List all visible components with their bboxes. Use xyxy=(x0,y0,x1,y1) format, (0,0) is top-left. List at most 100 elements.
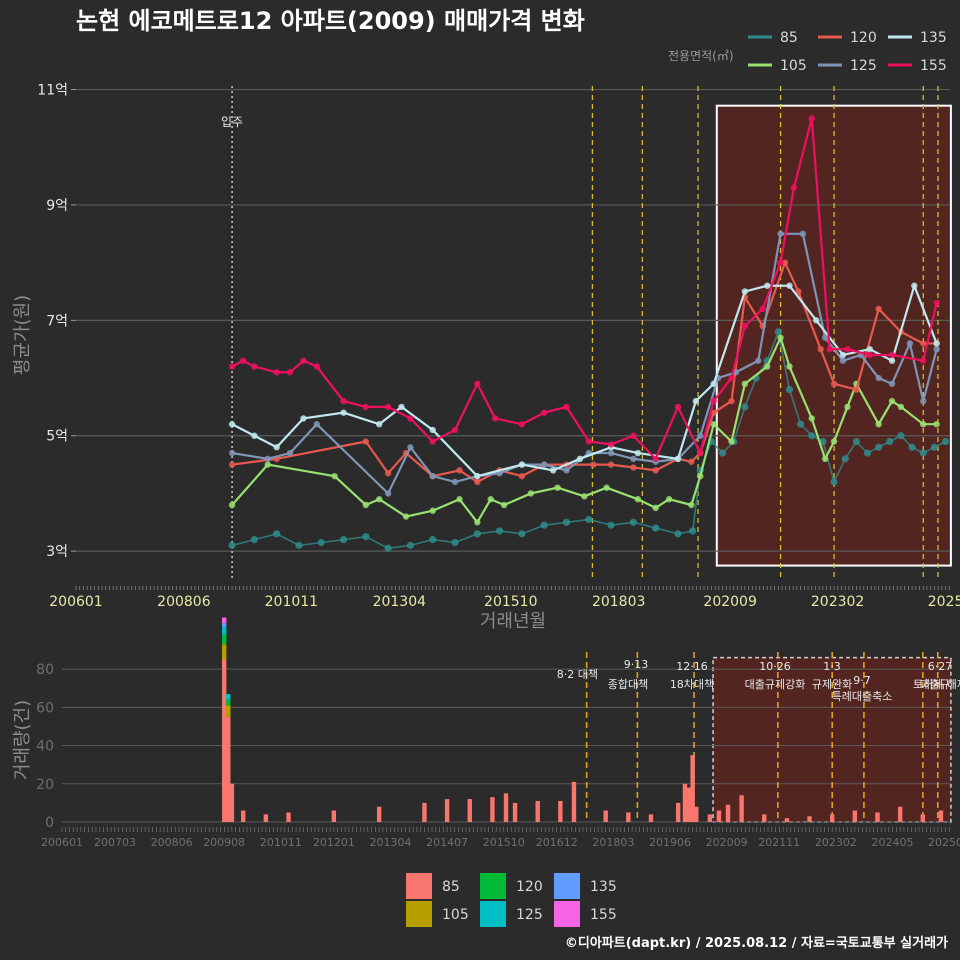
data-point-125 xyxy=(933,345,940,353)
data-point-105 xyxy=(581,493,588,500)
event-date: 6·27 xyxy=(928,660,953,673)
data-point-85 xyxy=(362,533,370,541)
volume-x-tick-label: 200601 xyxy=(41,836,83,849)
bar-legend-swatch-125 xyxy=(480,901,506,927)
data-point-105 xyxy=(402,513,410,520)
data-point-85 xyxy=(295,541,303,549)
data-point-135 xyxy=(273,444,280,451)
data-point-120 xyxy=(228,461,236,468)
event-date: 9·7 xyxy=(853,674,871,687)
data-point-85 xyxy=(473,530,481,538)
volume-bar-85 xyxy=(558,800,563,822)
volume-x-tick-label: 201407 xyxy=(426,836,468,849)
data-point-120 xyxy=(688,458,695,465)
volume-bar-85 xyxy=(852,810,858,822)
volume-bar-85 xyxy=(422,802,427,822)
data-point-105 xyxy=(821,455,829,463)
data-point-120 xyxy=(474,478,481,486)
data-point-155 xyxy=(313,363,320,370)
volume-bar-125 xyxy=(221,627,227,635)
data-point-135 xyxy=(763,282,771,289)
data-point-85 xyxy=(830,478,838,486)
event-date: 10·26 xyxy=(759,660,791,673)
data-point-105 xyxy=(652,504,659,512)
data-point-135 xyxy=(634,449,642,457)
data-point-135 xyxy=(710,380,717,388)
data-point-135 xyxy=(549,467,557,474)
volume-bar-85 xyxy=(221,659,227,822)
data-point-125 xyxy=(563,467,570,474)
x-axis-title: 거래년월 xyxy=(480,611,546,632)
data-point-105 xyxy=(362,501,370,509)
volume-bar-85 xyxy=(762,814,767,822)
volume-y-tick-label: 40 xyxy=(36,739,54,755)
data-point-125 xyxy=(875,374,882,382)
volume-y-tick-label: 0 xyxy=(45,815,54,831)
data-point-105 xyxy=(429,507,436,514)
data-point-125 xyxy=(228,449,236,457)
data-point-85 xyxy=(941,437,950,446)
data-point-85 xyxy=(406,541,415,549)
data-point-85 xyxy=(808,432,816,440)
data-point-155 xyxy=(563,403,570,411)
volume-bar-85 xyxy=(920,814,926,822)
event-label: 특례대출축소 xyxy=(832,690,893,703)
chart-title: 논현 에코메트로12 아파트(2009) 매매가격 변화 xyxy=(76,7,585,35)
data-point-155 xyxy=(228,363,236,370)
y-tick-label: 11억 xyxy=(37,83,68,99)
volume-bar-85 xyxy=(897,806,903,822)
volume-bar-155 xyxy=(221,617,227,624)
bar-legend-label-155: 155 xyxy=(590,907,617,923)
volume-bar-105 xyxy=(226,705,231,717)
volume-bar-85 xyxy=(682,783,688,822)
data-point-120 xyxy=(875,305,882,313)
data-point-120 xyxy=(781,259,789,266)
volume-bar-85 xyxy=(444,799,450,822)
data-point-155 xyxy=(407,415,414,422)
data-point-155 xyxy=(710,397,717,405)
bar-legend-label-120: 120 xyxy=(516,879,543,895)
x-tick-label: 202302 xyxy=(811,594,864,610)
data-point-85 xyxy=(317,538,325,547)
data-point-105 xyxy=(808,415,815,422)
volume-bar-135 xyxy=(221,623,227,628)
data-point-85 xyxy=(930,443,938,451)
x-tick-label: 202009 xyxy=(703,594,756,610)
volume-bar-85 xyxy=(376,806,382,822)
data-point-155 xyxy=(844,345,851,353)
data-point-85 xyxy=(797,420,805,428)
bar-legend-swatch-120 xyxy=(480,873,506,899)
volume-panel: 0 20 40 60 80 200601 200703 200806 200908 201011 2… xyxy=(36,617,960,849)
data-point-120 xyxy=(630,464,637,471)
event-label: 종합대책 xyxy=(608,678,648,691)
data-point-135 xyxy=(692,397,700,405)
highlight-box xyxy=(715,104,952,567)
data-point-105 xyxy=(456,496,463,503)
volume-x-tick-label: 201803 xyxy=(592,836,634,849)
data-point-120 xyxy=(830,380,838,388)
volume-bar-85 xyxy=(739,795,744,822)
volume-y-axis-title: 거래량(건) xyxy=(12,700,33,780)
data-point-105 xyxy=(697,472,704,480)
data-point-120 xyxy=(590,461,597,468)
data-point-85 xyxy=(919,449,927,457)
data-point-155 xyxy=(826,345,833,353)
data-point-105 xyxy=(897,403,905,411)
bar-legend-swatch-85 xyxy=(406,873,432,899)
data-point-155 xyxy=(741,322,749,330)
volume-x-tick-label: 200908 xyxy=(203,836,245,849)
volume-y-tick-label: 20 xyxy=(36,777,54,793)
series-line-120 xyxy=(231,259,937,484)
data-point-135 xyxy=(911,282,918,289)
data-point-105 xyxy=(487,496,494,503)
data-point-85 xyxy=(785,385,794,394)
volume-x-tick-label: 201510 xyxy=(483,836,525,849)
data-point-85 xyxy=(518,530,526,538)
y-tick-label: 5억 xyxy=(46,429,68,445)
data-point-135 xyxy=(741,288,749,295)
volume-bar-85 xyxy=(875,812,880,822)
data-point-125 xyxy=(607,449,615,457)
volume-bar-85 xyxy=(503,793,509,822)
volume-x-tick-label: 202111 xyxy=(758,836,800,849)
volume-bar-85 xyxy=(512,802,518,822)
